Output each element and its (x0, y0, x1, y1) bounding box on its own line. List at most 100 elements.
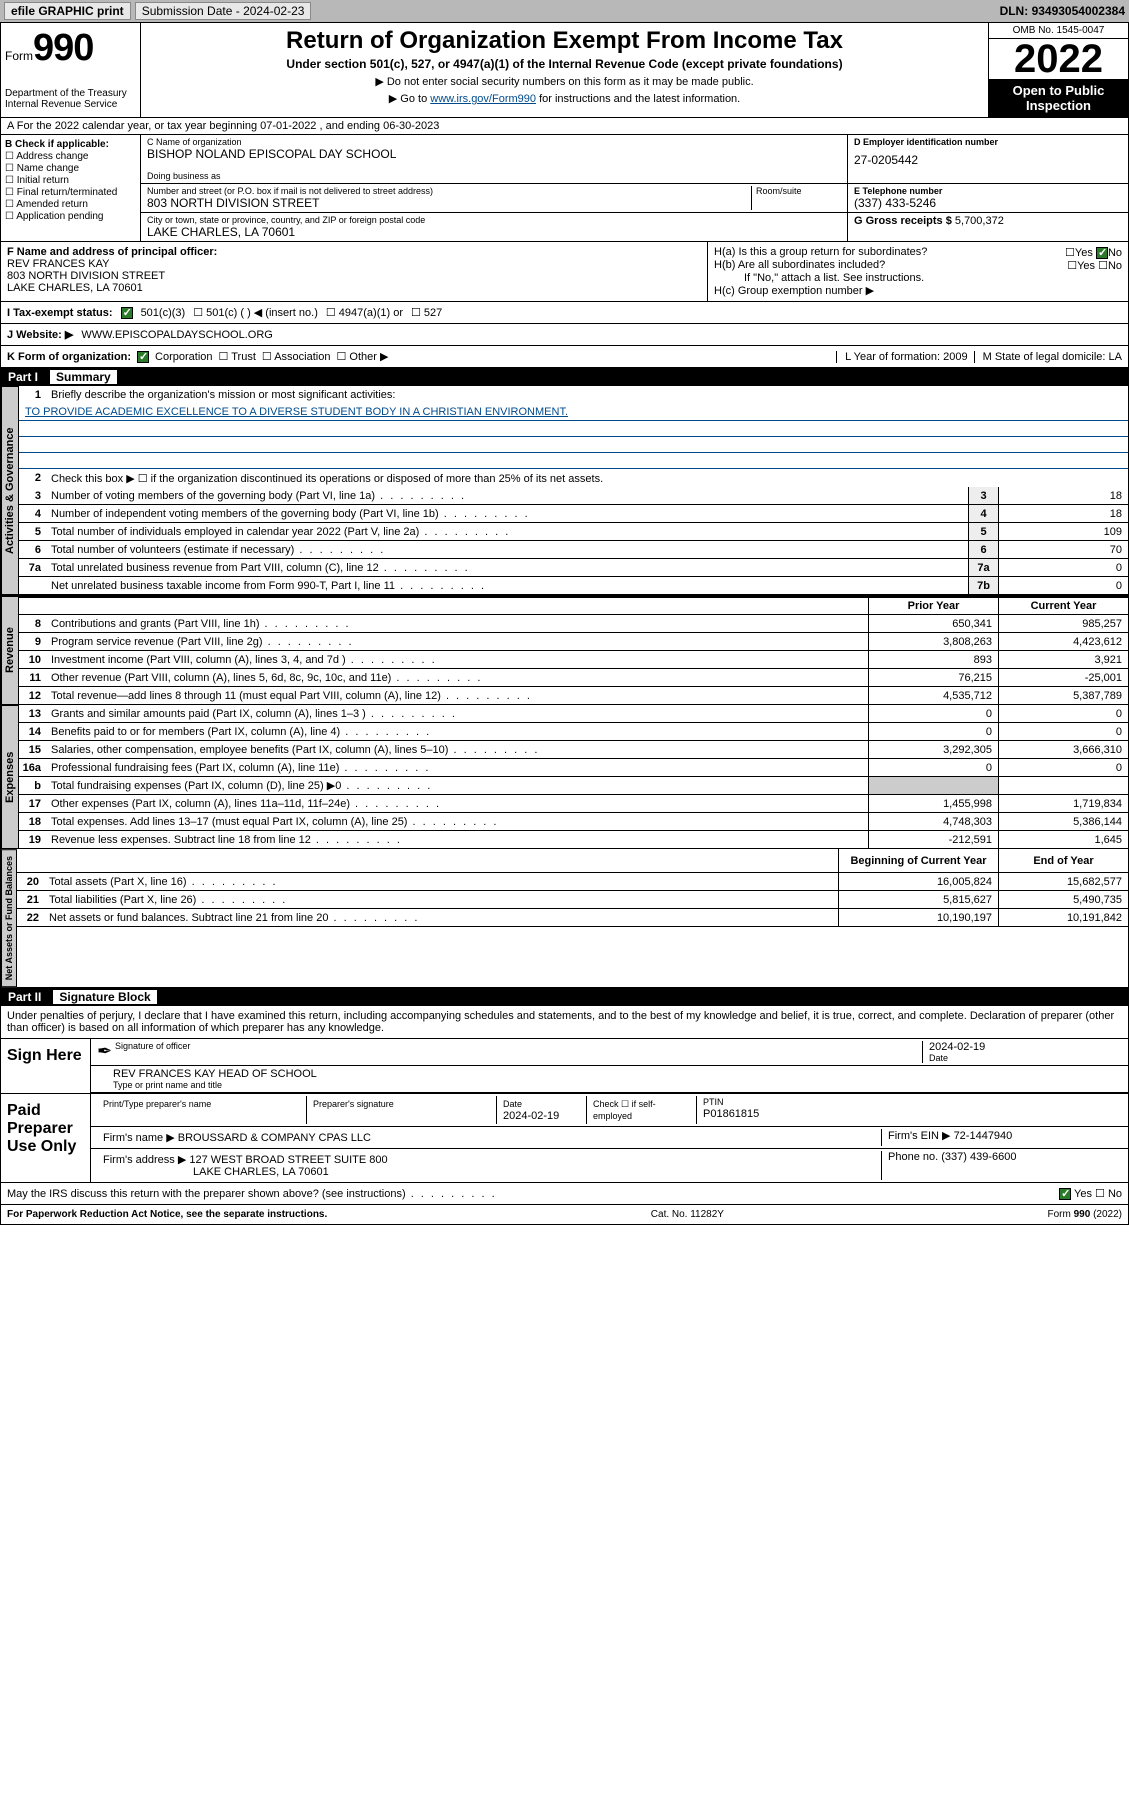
block-balances: Net Assets or Fund Balances Beginning of… (0, 849, 1129, 988)
summary-row: 21Total liabilities (Part X, line 26)5,8… (17, 891, 1128, 909)
label-expenses: Expenses (1, 705, 19, 849)
year-formation: L Year of formation: 2009 (836, 351, 968, 363)
section-bcd: B Check if applicable: ☐ Address change … (0, 135, 1129, 242)
ptin-label: PTIN (703, 1097, 724, 1107)
open-public-badge: Open to Public Inspection (989, 79, 1128, 117)
officer-name-title: REV FRANCES KAY HEAD OF SCHOOL (113, 1068, 317, 1080)
dln-value: 93493054002384 (1032, 4, 1125, 18)
efile-print-button[interactable]: efile GRAPHIC print (4, 2, 131, 20)
instr2-post: for instructions and the latest informat… (536, 93, 740, 105)
box-d: D Employer identification number 27-0205… (848, 135, 1128, 184)
block-expenses: Expenses 13Grants and similar amounts pa… (0, 705, 1129, 849)
firm-name: BROUSSARD & COMPANY CPAS LLC (178, 1132, 371, 1144)
chk-initial-return[interactable]: ☐ Initial return (5, 175, 136, 186)
summary-row: 7aTotal unrelated business revenue from … (19, 559, 1128, 577)
part2-title: Signature Block (53, 990, 156, 1004)
perjury-text: Under penalties of perjury, I declare th… (1, 1006, 1128, 1039)
summary-row: 3Number of voting members of the governi… (19, 487, 1128, 505)
box-c-address: Number and street (or P.O. box if mail i… (141, 184, 848, 241)
label-governance: Activities & Governance (1, 386, 19, 595)
summary-row: 20Total assets (Part X, line 16)16,005,8… (17, 873, 1128, 891)
part2-num: Part II (8, 990, 41, 1004)
summary-row: 22Net assets or fund balances. Subtract … (17, 909, 1128, 927)
discuss-text: May the IRS discuss this return with the… (7, 1188, 497, 1200)
chk-address-change[interactable]: ☐ Address change (5, 151, 136, 162)
tax-year: 2022 (989, 39, 1128, 79)
chk-amended[interactable]: ☐ Amended return (5, 199, 136, 210)
instr-2: ▶ Go to www.irs.gov/Form990 for instruct… (145, 92, 984, 105)
chk-application-pending[interactable]: ☐ Application pending (5, 211, 136, 222)
sign-here-label: Sign Here (1, 1039, 91, 1093)
website-value: WWW.EPISCOPALDAYSCHOOL.ORG (81, 329, 273, 341)
summary-row: 9Program service revenue (Part VIII, lin… (19, 633, 1128, 651)
firm-addr-label: Firm's address ▶ (103, 1154, 189, 1166)
city-value: LAKE CHARLES, LA 70601 (147, 225, 841, 239)
footer-right: Form 990 (2022) (1048, 1209, 1122, 1220)
row-fgh: F Name and address of principal officer:… (0, 242, 1129, 302)
summary-row: bTotal fundraising expenses (Part IX, co… (19, 777, 1128, 795)
ha-yesno: ☐Yes No (1065, 246, 1122, 259)
row-i: I Tax-exempt status: 501(c)(3) ☐ 501(c) … (0, 302, 1129, 324)
form-title: Return of Organization Exempt From Incom… (145, 27, 984, 55)
footer: For Paperwork Reduction Act Notice, see … (0, 1205, 1129, 1225)
box-eg: E Telephone number (337) 433-5246 G Gros… (848, 184, 1128, 241)
box-f: F Name and address of principal officer:… (1, 242, 708, 301)
form-label: Form (5, 49, 33, 63)
subdate-value: 2024-02-23 (243, 4, 304, 18)
summary-row: 16aProfessional fundraising fees (Part I… (19, 759, 1128, 777)
irs-link[interactable]: www.irs.gov/Form990 (430, 93, 536, 105)
hdr-end: End of Year (998, 849, 1128, 872)
firm-ein-label: Firm's EIN ▶ (888, 1130, 954, 1142)
chk-501c3[interactable] (121, 307, 133, 319)
box-h: H(a) Is this a group return for subordin… (708, 242, 1128, 301)
summary-row: 11Other revenue (Part VIII, column (A), … (19, 669, 1128, 687)
ha-no-check[interactable] (1096, 247, 1108, 259)
part1-title: Summary (50, 370, 117, 384)
form-990: 990 (33, 27, 93, 70)
instr-1: ▶ Do not enter social security numbers o… (145, 75, 984, 88)
paid-preparer-label: Paid Preparer Use Only (1, 1094, 91, 1182)
website-label: J Website: ▶ (7, 328, 73, 341)
gross-label: G Gross receipts $ (854, 215, 955, 227)
street-label: Number and street (or P.O. box if mail i… (147, 186, 751, 196)
org-name: BISHOP NOLAND EPISCOPAL DAY SCHOOL (147, 147, 841, 161)
firm-addr2: LAKE CHARLES, LA 70601 (103, 1166, 329, 1178)
signature-block: Under penalties of perjury, I declare th… (0, 1006, 1129, 1183)
summary-row: 5Total number of individuals employed in… (19, 523, 1128, 541)
hc-label: H(c) Group exemption number ▶ (714, 284, 1122, 297)
hdr-begin-end: Beginning of Current Year End of Year (17, 849, 1128, 873)
ptin-value: P01861815 (703, 1108, 759, 1120)
box-b-header: B Check if applicable: (5, 139, 136, 150)
hdr-prior-current: Prior Year Current Year (19, 596, 1128, 615)
discuss-yes-check[interactable] (1059, 1188, 1071, 1200)
hdr-prior: Prior Year (868, 598, 998, 614)
dln: DLN: 93493054002384 (1000, 4, 1125, 18)
prep-name-label: Print/Type preparer's name (103, 1099, 211, 1109)
pen-icon: ✒ (97, 1041, 112, 1062)
chk-final-return[interactable]: ☐ Final return/terminated (5, 187, 136, 198)
chk-name-change[interactable]: ☐ Name change (5, 163, 136, 174)
hdr-current: Current Year (998, 598, 1128, 614)
footer-left: For Paperwork Reduction Act Notice, see … (7, 1209, 327, 1220)
discuss-row: May the IRS discuss this return with the… (0, 1183, 1129, 1205)
dln-label: DLN: (1000, 4, 1032, 18)
part1-num: Part I (8, 370, 38, 384)
firm-name-label: Firm's name ▶ (103, 1132, 178, 1144)
summary-row: 6Total number of volunteers (estimate if… (19, 541, 1128, 559)
header-left: Form 990 Department of the Treasury Inte… (1, 23, 141, 117)
name-label: C Name of organization (147, 137, 841, 147)
phone-label: E Telephone number (854, 186, 1122, 196)
footer-mid: Cat. No. 11282Y (651, 1209, 724, 1220)
ha-label: H(a) Is this a group return for subordin… (714, 246, 927, 259)
room-label: Room/suite (756, 186, 841, 196)
hdr-begin: Beginning of Current Year (838, 849, 998, 872)
label-revenue: Revenue (1, 596, 19, 705)
chk-corp[interactable] (137, 351, 149, 363)
dept-treasury: Department of the Treasury Internal Reve… (5, 88, 136, 110)
form-number: Form 990 (5, 27, 136, 70)
subdate-label: Submission Date - (142, 4, 243, 18)
summary-row: 12Total revenue—add lines 8 through 11 (… (19, 687, 1128, 705)
prep-date: 2024-02-19 (503, 1110, 559, 1122)
officer-street: 803 NORTH DIVISION STREET (7, 270, 701, 282)
row-j: J Website: ▶ WWW.EPISCOPALDAYSCHOOL.ORG (0, 324, 1129, 346)
